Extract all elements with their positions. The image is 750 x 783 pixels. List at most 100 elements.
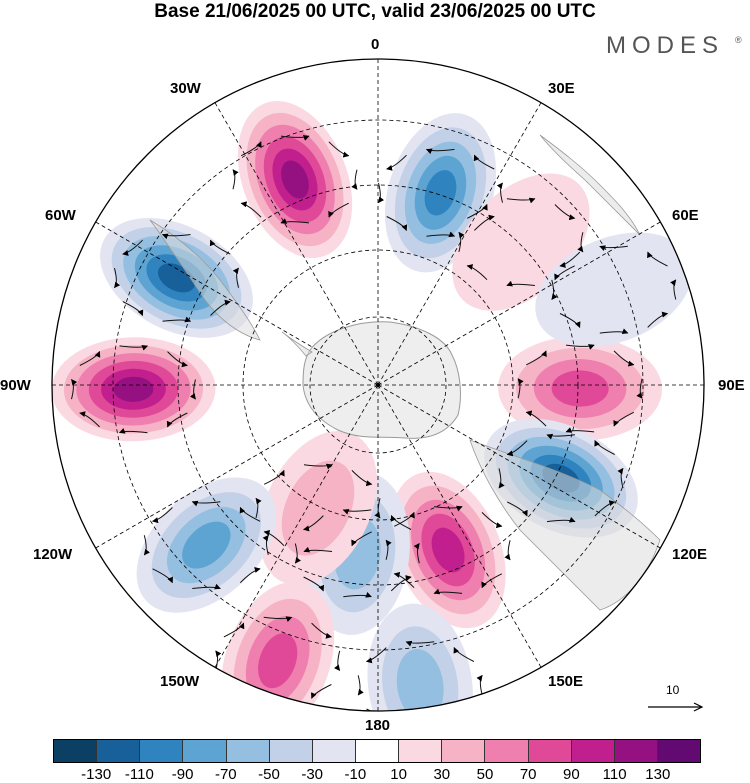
map-title: Base 21/06/2025 00 UTC, valid 23/06/2025… [154,1,596,22]
registered-mark: ® [735,35,742,45]
colorbar-segment [355,740,400,762]
wind-vector-arrow [280,135,310,141]
wind-vector-arrow [303,546,333,553]
colorbar [53,739,701,763]
wind-vector-arrow [263,529,285,547]
colorbar-tick-label: 50 [476,766,494,783]
colorbar-segment [528,740,572,762]
wind-vector-arrow [433,588,463,595]
lon-label-0: 0 [371,36,380,53]
wind-vector-arrow [255,497,262,519]
anomaly-positive-90e [498,336,663,441]
wind-vector-arrow [351,169,358,190]
wind-vector-arrow [546,516,576,523]
anomaly-positive-160e [390,471,506,629]
wind-vector-arrow [263,699,292,706]
wind-vector-arrow [351,470,373,487]
wind-vector-arrow [393,571,415,589]
wind-vector-arrow [453,707,475,711]
antarctic-peninsula [281,331,313,357]
colorbar-segment [442,740,486,762]
colorbar-segment [226,740,270,762]
colorbar-tick-label: 10 [390,766,407,783]
wind-vector-arrow [506,280,535,287]
wind-vector-arrow [262,534,269,556]
lon-label-30e: 30E [548,80,575,97]
wind-vector-arrow [526,350,547,366]
wind-vector-arrow [517,378,524,399]
wind-vector-arrow [303,463,333,470]
wind-vector-arrow [525,410,547,427]
wind-vector-arrow [481,573,503,589]
wind-vector-arrow [71,379,78,400]
map-boundary [51,58,705,712]
colorbar-segment [485,740,529,762]
wind-vector-arrow [122,239,143,256]
wind-vector-arrow [551,279,558,300]
wind-vector-arrow [473,154,495,170]
meridian-line [95,384,379,549]
wind-vector-arrow [413,543,420,564]
wind-vector-arrow [599,328,629,335]
wind-vector-arrow [357,675,364,696]
wind-vector-arrow [167,351,188,368]
wind-vector-arrow [210,299,231,316]
wind-vector-arrow [453,647,475,662]
wind-vector-arrow [577,232,584,253]
wind-vector-arrow [386,154,407,171]
wind-vector-arrow [594,440,615,455]
anomaly-negative-65e [535,232,693,347]
wind-vector-arrow [458,231,465,253]
wind-vector-arrow [426,231,456,238]
wind-vector-arrow [617,467,624,489]
colorbar-tick-label: 110 [602,766,627,783]
wind-vector-arrow [636,378,643,399]
colorbar-tick-label: 130 [645,766,671,783]
wind-vector-arrow [554,265,575,281]
colorbar-segment [97,740,141,762]
wind-vector-arrow [378,182,385,204]
wind-vector-arrow [189,379,196,400]
polar-map [51,58,705,728]
colorbar-segment [140,740,184,762]
wind-vector-arrow [192,583,221,590]
wind-vector-arrow [351,531,372,547]
colorbar-tick-label: -130 [81,766,112,783]
wind-vector-arrow [406,727,434,728]
colorbar-tick-label: -110 [124,766,154,783]
colorbar-segment [269,740,313,762]
wind-vector-arrow [328,202,349,218]
wind-vector-arrow [303,576,324,592]
wind-vector-arrow [647,311,669,328]
anomaly-positive-90w [52,337,216,442]
colorbar-segment [571,740,615,762]
wind-vectors [71,135,677,728]
wind-vector-arrow [647,251,668,267]
wind-vector-arrow [425,148,455,155]
wind-vector-arrow [374,498,381,519]
wind-vector-arrow [119,344,149,351]
wind-vector-arrow [481,512,503,529]
graticule [52,59,704,711]
colorbar-tick-label: 30 [433,766,451,783]
south-pole-marker [376,383,380,387]
wind-vector-arrow [405,640,435,647]
wind-vector-arrow [114,267,121,289]
colorbar-tick-label: 70 [519,766,537,783]
wind-vector-arrow [263,616,293,622]
wind-vector-arrow [594,500,616,517]
wind-vector-arrow [152,568,173,584]
wind-vector-arrow [613,350,635,367]
wind-vector-arrow [599,245,628,251]
wind-vector-arrow [240,141,262,157]
wind-vector-arrow [303,515,324,532]
wind-vector-arrow [554,204,576,221]
wind-vector-arrow [239,506,261,522]
lon-label-150w: 150W [160,673,200,690]
wind-vector-arrow [152,507,173,524]
colorbar-segment [54,740,98,762]
wind-vector-arrow [334,650,341,671]
colorbar-segment [657,740,701,762]
colorbar-tick-label: -90 [171,766,194,783]
colorbar-tick-label: 90 [563,766,580,783]
